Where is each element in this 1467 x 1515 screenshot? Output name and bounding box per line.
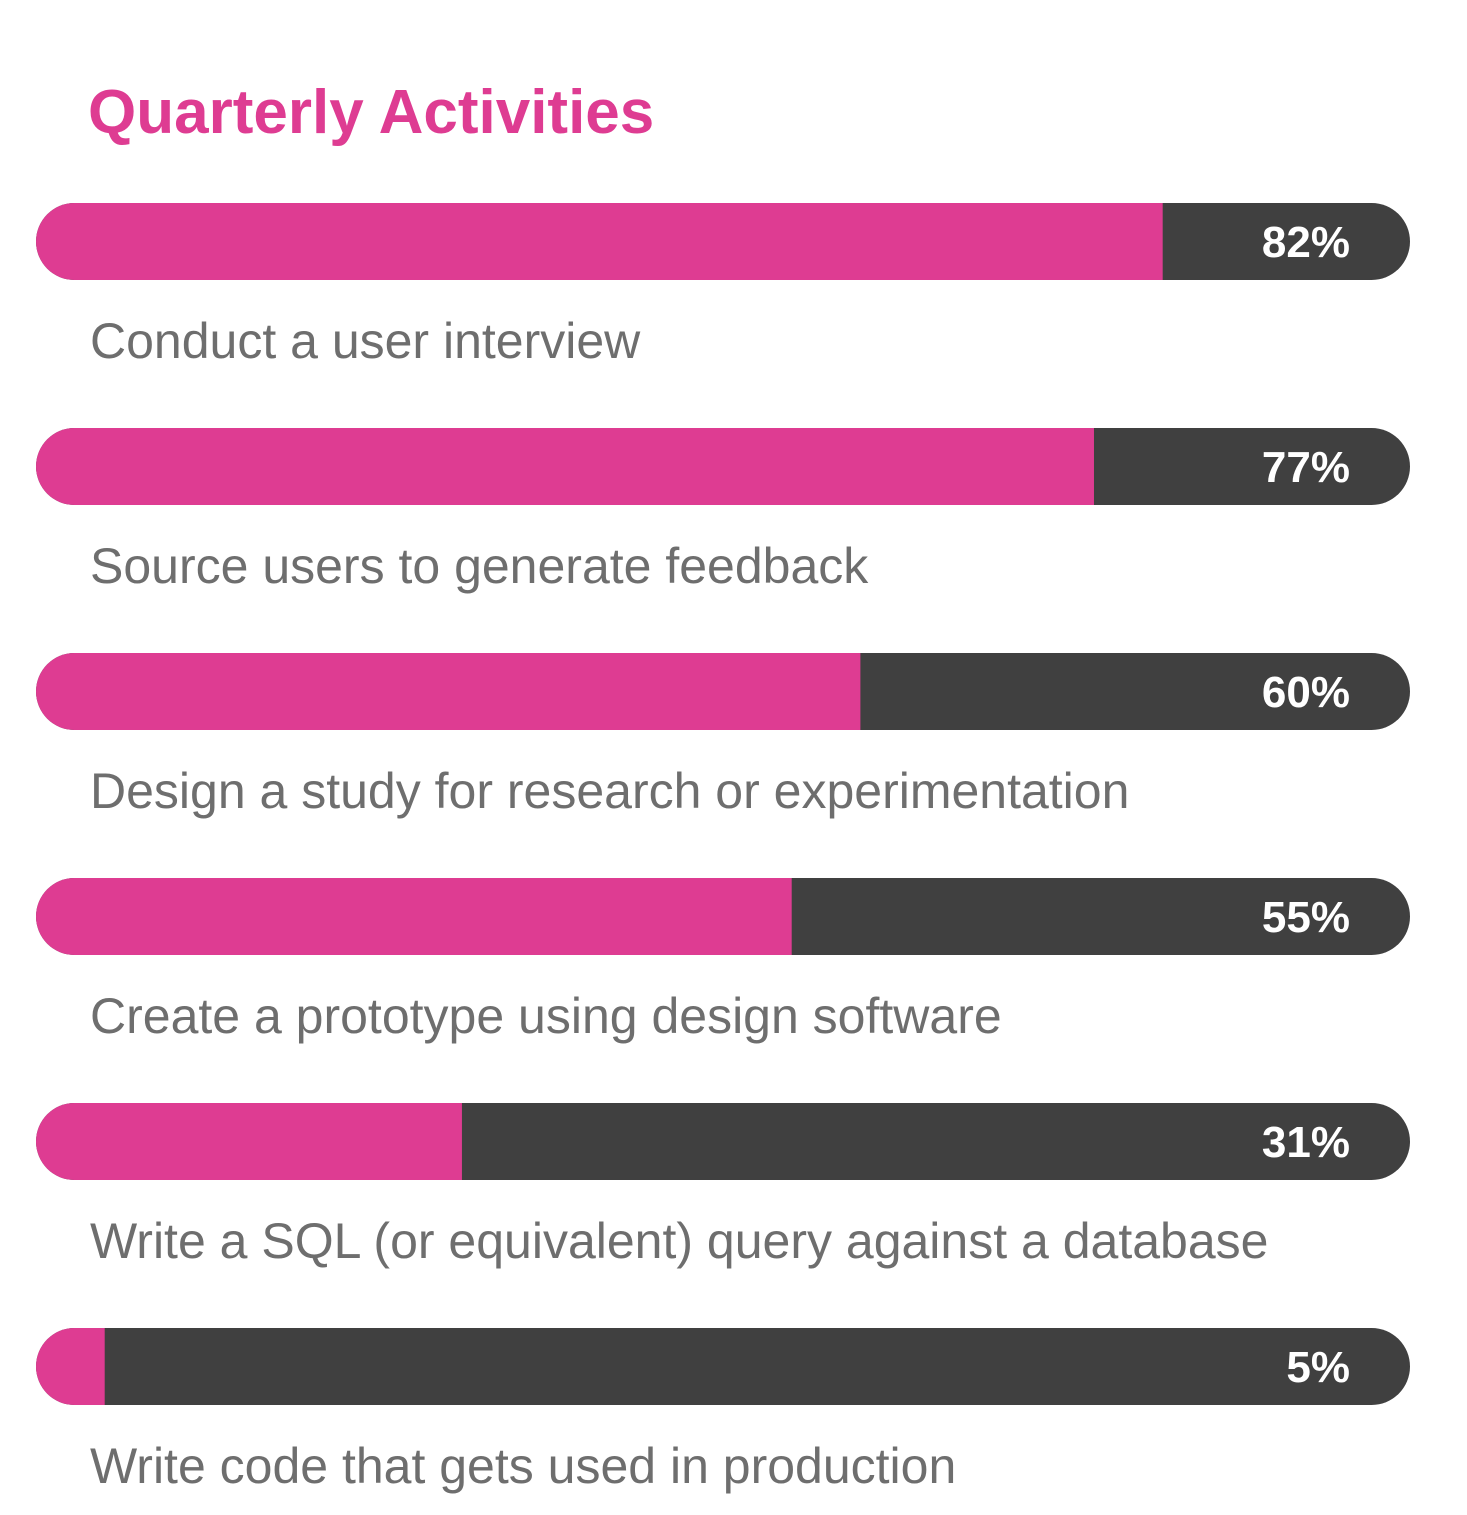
category-label: Source users to generate feedback [90,538,869,594]
bar-track [36,1328,1410,1405]
category-label: Design a study for research or experimen… [90,763,1129,819]
bars-group: 82% Conduct a user interview 77% Source use… [36,203,1410,1494]
bar [36,1103,462,1180]
data-label: 60% [1262,668,1350,717]
bar [36,428,1094,505]
bar [36,1328,105,1405]
bar [36,878,792,955]
data-label: 55% [1262,893,1350,942]
category-label: Conduct a user interview [90,313,641,369]
chart-title: Quarterly Activities [88,78,654,147]
data-label: 5% [1286,1343,1350,1392]
data-label: 82% [1262,218,1350,267]
data-label: 31% [1262,1118,1350,1167]
bar [36,203,1163,280]
data-label: 77% [1262,443,1350,492]
bar [36,653,861,730]
category-label: Write code that gets used in production [90,1438,956,1494]
category-label: Create a prototype using design software [90,988,1002,1044]
category-label: Write a SQL (or equivalent) query agains… [90,1213,1268,1269]
